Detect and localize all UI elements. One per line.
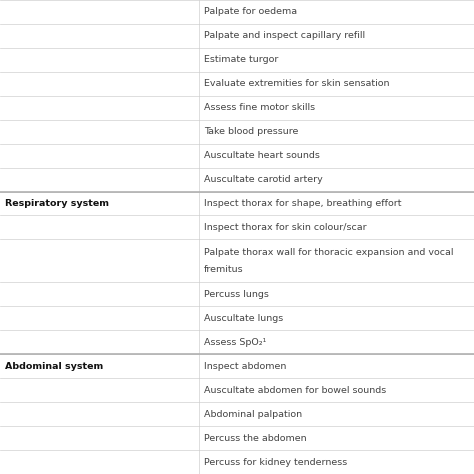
Bar: [0, 120, 474, 144]
Bar: [0, 48, 474, 72]
Text: Palpate for oedema: Palpate for oedema: [204, 8, 297, 17]
Bar: [0, 24, 474, 48]
Bar: [0, 306, 474, 330]
Bar: [0, 426, 474, 450]
Bar: [0, 216, 474, 239]
Text: Abdominal system: Abdominal system: [5, 362, 103, 371]
Text: Auscultate abdomen for bowel sounds: Auscultate abdomen for bowel sounds: [204, 386, 386, 395]
Bar: [0, 168, 474, 191]
Text: Respiratory system: Respiratory system: [5, 199, 109, 208]
Text: Percuss the abdomen: Percuss the abdomen: [204, 434, 307, 443]
Text: Percuss lungs: Percuss lungs: [204, 290, 269, 299]
Text: Assess SpO₂¹: Assess SpO₂¹: [204, 338, 266, 347]
Text: Estimate turgor: Estimate turgor: [204, 55, 278, 64]
Bar: [0, 402, 474, 426]
Text: Inspect abdomen: Inspect abdomen: [204, 362, 286, 371]
Text: Palpate and inspect capillary refill: Palpate and inspect capillary refill: [204, 31, 365, 40]
Bar: [0, 96, 474, 120]
Text: Inspect thorax for shape, breathing effort: Inspect thorax for shape, breathing effo…: [204, 199, 401, 208]
Bar: [0, 378, 474, 402]
Text: Assess fine motor skills: Assess fine motor skills: [204, 103, 315, 112]
Text: Inspect thorax for skin colour/scar: Inspect thorax for skin colour/scar: [204, 223, 366, 232]
Text: Auscultate heart sounds: Auscultate heart sounds: [204, 151, 319, 160]
Text: Auscultate lungs: Auscultate lungs: [204, 314, 283, 323]
Text: Take blood pressure: Take blood pressure: [204, 127, 298, 136]
Text: Abdominal palpation: Abdominal palpation: [204, 410, 302, 419]
Bar: [0, 354, 474, 378]
Bar: [0, 191, 474, 216]
Text: Percuss for kidney tenderness: Percuss for kidney tenderness: [204, 457, 347, 466]
Bar: [0, 239, 474, 283]
Bar: [0, 330, 474, 354]
Bar: [0, 144, 474, 168]
Bar: [0, 450, 474, 474]
Text: Palpate thorax wall for thoracic expansion and vocal: Palpate thorax wall for thoracic expansi…: [204, 248, 453, 257]
Text: fremitus: fremitus: [204, 265, 244, 274]
Text: Evaluate extremities for skin sensation: Evaluate extremities for skin sensation: [204, 79, 389, 88]
Bar: [0, 72, 474, 96]
Text: Auscultate carotid artery: Auscultate carotid artery: [204, 175, 323, 184]
Bar: [0, 0, 474, 24]
Bar: [0, 283, 474, 306]
